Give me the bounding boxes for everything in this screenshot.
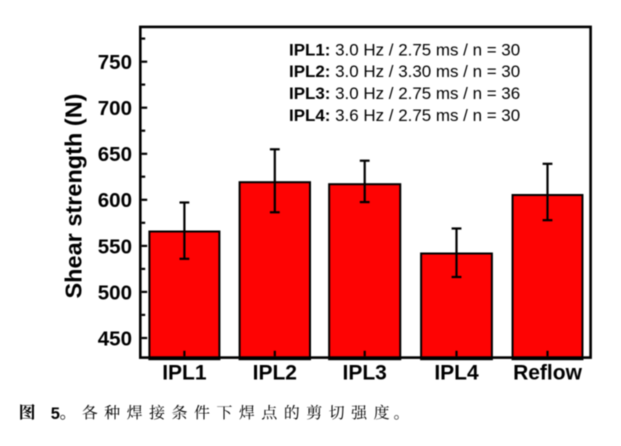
svg-text:Reflow: Reflow xyxy=(513,362,583,385)
svg-text:550: 550 xyxy=(98,235,132,258)
svg-text:IPL2: 3.0 Hz / 3.30 ms / n = 3: IPL2: 3.0 Hz / 3.30 ms / n = 30 xyxy=(289,62,520,81)
svg-text:IPL2: IPL2 xyxy=(253,362,297,385)
svg-text:IPL3: 3.0 Hz / 2.75 ms / n = 3: IPL3: 3.0 Hz / 2.75 ms / n = 36 xyxy=(289,84,520,103)
svg-text:IPL4: 3.6 Hz / 2.75 ms / n = 3: IPL4: 3.6 Hz / 2.75 ms / n = 30 xyxy=(289,106,520,125)
svg-text:IPL1: IPL1 xyxy=(162,362,207,385)
svg-text:450: 450 xyxy=(98,327,132,350)
svg-text:700: 700 xyxy=(98,97,132,120)
svg-text:500: 500 xyxy=(98,281,132,304)
svg-text:IPL1: 3.0 Hz / 2.75 ms / n = 3: IPL1: 3.0 Hz / 2.75 ms / n = 30 xyxy=(289,40,520,59)
svg-text:IPL4: IPL4 xyxy=(434,362,479,385)
svg-text:Shear strength (N): Shear strength (N) xyxy=(61,94,87,299)
svg-text:IPL3: IPL3 xyxy=(343,362,387,385)
svg-text:750: 750 xyxy=(98,51,132,74)
svg-text:5: 5 xyxy=(51,405,60,423)
svg-text:650: 650 xyxy=(98,143,132,166)
svg-text:600: 600 xyxy=(98,189,132,212)
